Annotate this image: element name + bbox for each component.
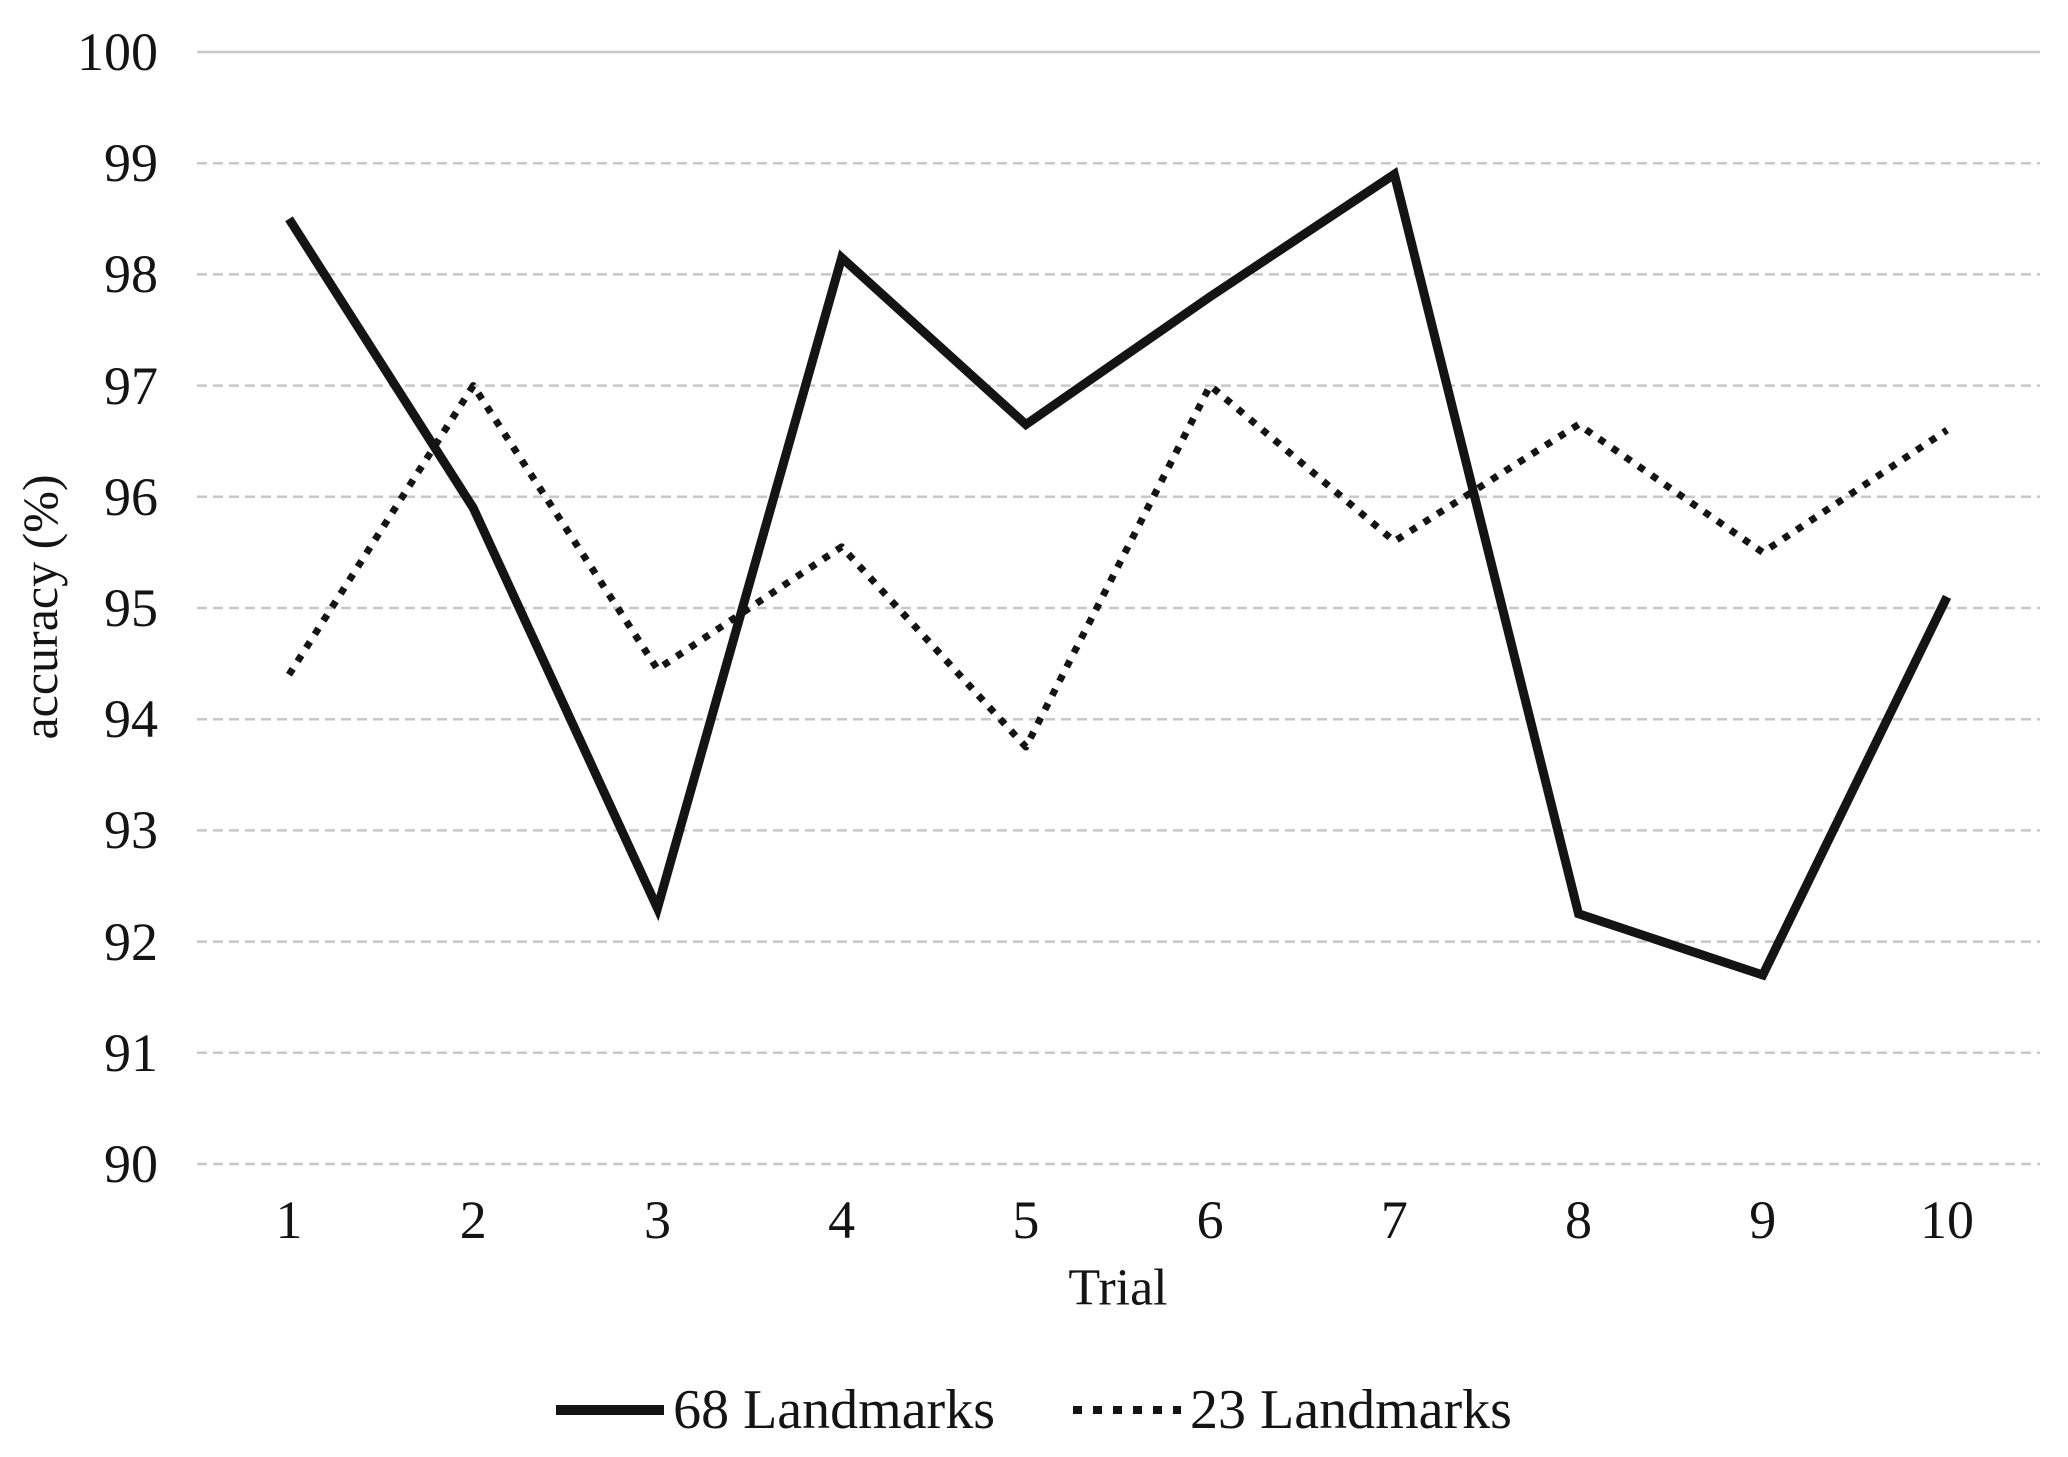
y-tick-label: 91 xyxy=(104,1022,158,1083)
legend: 68 Landmarks 23 Landmarks xyxy=(0,1378,2068,1442)
y-tick-label: 95 xyxy=(104,578,158,638)
y-tick-label: 97 xyxy=(104,355,158,416)
series-line-23-landmarks xyxy=(286,382,1949,751)
x-tick-label: 2 xyxy=(459,1190,487,1250)
x-tick-label: 3 xyxy=(643,1190,671,1250)
y-tick-label: 93 xyxy=(104,800,158,861)
y-tick-label: 96 xyxy=(104,466,158,527)
legend-item-68-landmarks: 68 Landmarks xyxy=(556,1378,995,1442)
x-axis-title: Trial xyxy=(1068,1259,1168,1317)
x-tick-label: 8 xyxy=(1565,1190,1593,1250)
y-tick-label: 90 xyxy=(104,1134,158,1194)
y-tick-label: 98 xyxy=(104,244,158,305)
y-tick-label: 92 xyxy=(104,911,158,972)
legend-swatch-solid-line-icon xyxy=(556,1405,665,1415)
x-tick-label: 1 xyxy=(275,1190,303,1250)
y-tick-label: 100 xyxy=(77,22,158,82)
y-tick-label: 99 xyxy=(104,133,158,194)
x-tick-label: 6 xyxy=(1196,1190,1224,1250)
x-tick-label: 9 xyxy=(1749,1190,1777,1250)
x-tick-label: 4 xyxy=(828,1190,856,1250)
x-tick-label: 5 xyxy=(1012,1190,1040,1250)
legend-swatch-dotted-line-icon xyxy=(1073,1406,1181,1414)
legend-label-68-landmarks: 68 Landmarks xyxy=(673,1379,995,1441)
legend-item-23-landmarks: 23 Landmarks xyxy=(1073,1378,1512,1442)
x-tick-label: 7 xyxy=(1380,1190,1408,1250)
x-tick-label: 10 xyxy=(1920,1190,1974,1250)
legend-label-23-landmarks: 23 Landmarks xyxy=(1190,1379,1512,1441)
gridlines xyxy=(197,50,2040,1166)
series-line-68-landmarks xyxy=(285,167,1952,981)
y-tick-label: 94 xyxy=(104,689,158,750)
